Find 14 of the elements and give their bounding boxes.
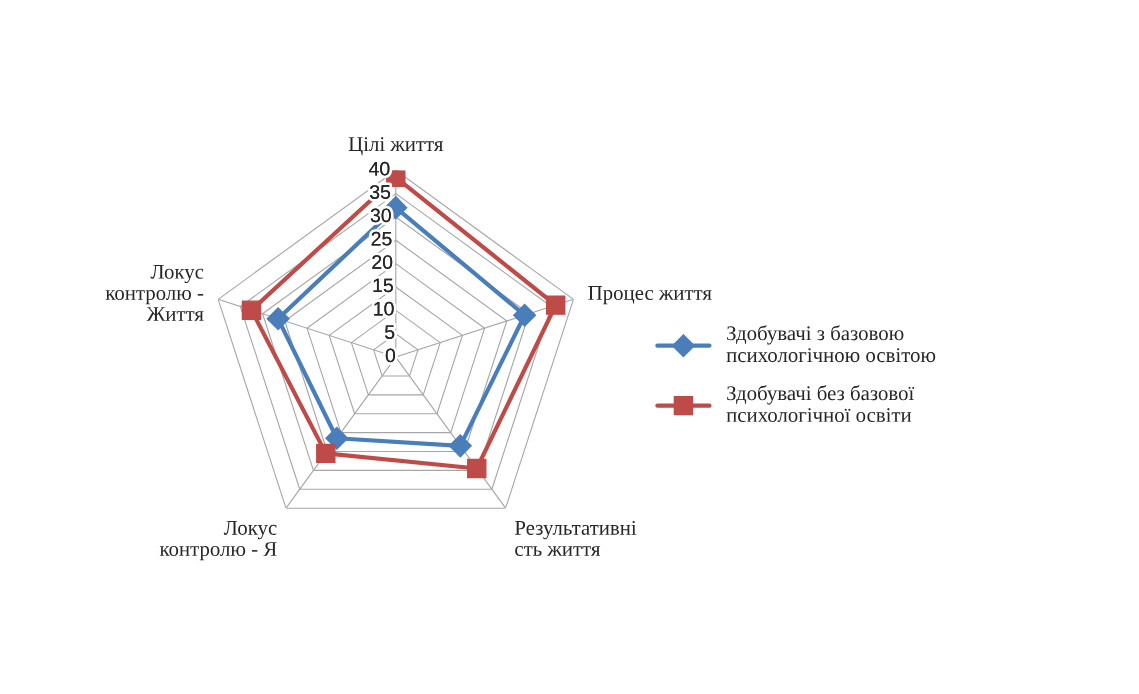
spoke-label: Цілі життя [348, 137, 444, 156]
legend-label: Здобувачі з базовою психологічною освітою [726, 325, 936, 363]
spoke-label: Процес життя [588, 286, 712, 305]
y-tick-label: 25 [371, 231, 392, 246]
spoke-label: Локус контролю - Я [159, 521, 277, 561]
y-tick-label: 40 [369, 161, 390, 176]
y-tick-label: 20 [372, 255, 393, 269]
spoke-label: Локус контролю - Життя [105, 264, 204, 321]
y-tick-label: 5 [385, 325, 395, 339]
y-tick-label: 10 [374, 301, 394, 316]
spoke-label: Результативні сть життя [514, 520, 637, 556]
legend-label: Здобувачі без базової психологічної освіти [726, 385, 915, 423]
y-tick-label: 0 [385, 348, 396, 363]
y-tick-label: 15 [373, 278, 393, 293]
